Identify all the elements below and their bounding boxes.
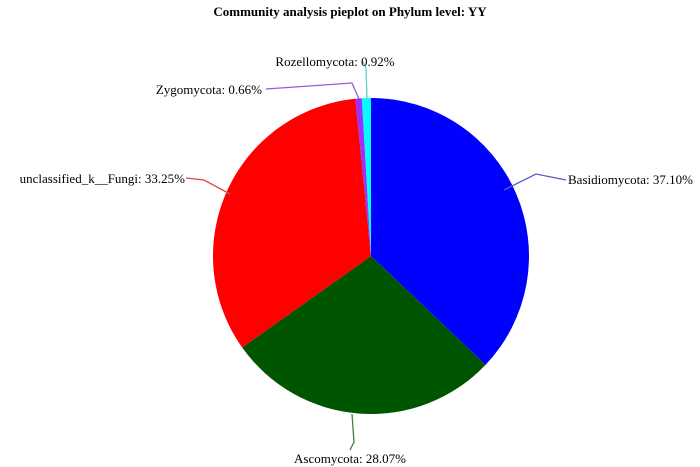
pie-slices [213,97,530,415]
leader-line [185,177,231,195]
leader-line [503,173,567,191]
slice-label: Zygomycota: 0.66% [156,82,262,97]
slice-label: Rozellomycota: 0.92% [275,54,394,69]
slice-label: unclassified_k__Fungi: 33.25% [20,171,186,186]
slice-ascomycota [242,256,486,415]
slice-zygomycota [355,98,371,256]
slice-label: Basidiomycota: 37.10% [568,172,693,187]
leader-line [265,82,360,100]
slice-rozellomycota [361,97,371,257]
leader-line [349,413,355,451]
leader-lines [185,59,567,451]
slice-basidiomycota [371,98,530,365]
slice-label: Ascomycota: 28.07% [294,451,406,466]
chart-title: Community analysis pieplot on Phylum lev… [213,4,487,19]
slice-unclassified-k-fungi [213,98,371,348]
leader-line [361,59,368,100]
slice-labels: Basidiomycota: 37.10% Ascomycota: 28.07% u… [20,54,693,466]
